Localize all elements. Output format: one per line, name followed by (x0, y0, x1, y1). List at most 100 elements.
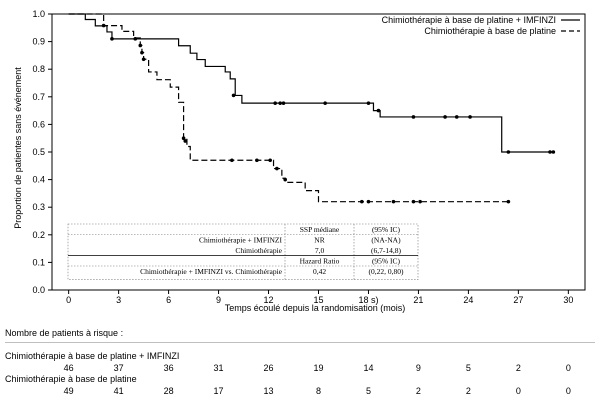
risk-count: 28 (163, 386, 174, 396)
series-line-1 (68, 13, 554, 153)
inset-table-cell: (6,7-14,8) (371, 246, 401, 255)
y-tick-label: 0.3 (32, 202, 45, 212)
risk-table-divider (5, 342, 595, 343)
y-tick-label: 0.9 (32, 37, 45, 47)
risk-count: 9 (415, 363, 421, 373)
risk-count: 8 (315, 386, 322, 396)
x-tick-label: 6 (166, 295, 171, 305)
x-tick-label: 12 (264, 295, 274, 305)
x-tick-label: 21 (413, 295, 423, 305)
inset-table-box (67, 223, 419, 280)
legend: Chimiothérapie à base de platine + IMFIN… (382, 15, 580, 36)
censor-mark (443, 115, 447, 119)
inset-table-cell: Chimiothérapie + IMFINZI (199, 236, 282, 245)
risk-count: 46 (63, 363, 74, 373)
censor-mark (268, 158, 272, 163)
x-tick-label: 9 (216, 295, 221, 305)
y-tick-label: 0.6 (32, 119, 45, 129)
risk-count: 19 (313, 363, 324, 373)
y-tick-label: 1.0 (32, 9, 45, 19)
censor-mark (506, 150, 511, 154)
censor-mark (181, 136, 186, 140)
inset-table-cell: (95% IC) (372, 225, 401, 234)
inset-table: SSP médiane (95% IC) Chimiothérapie + IMFI… (67, 223, 419, 280)
censor-mark (366, 101, 371, 105)
x-tick-label: 30 (563, 295, 573, 305)
x-axis-label: Temps écoulé depuis la randomisation (mo… (225, 303, 406, 313)
inset-table-cell: (95% IC) (372, 257, 401, 266)
censor-mark (255, 158, 259, 163)
x-axis: 0 3 6 9 12 15 18 s) 21 24 27 30 (66, 290, 573, 305)
censor-mark (275, 166, 279, 171)
censor-mark (411, 115, 416, 119)
x-tick-label: 24 (463, 295, 473, 305)
censor-mark (231, 93, 236, 98)
risk-count: 5 (465, 363, 471, 373)
x-tick-label: 15 (313, 295, 323, 305)
censor-mark (548, 150, 552, 154)
censor-mark (138, 43, 143, 48)
risk-count: 2 (515, 363, 521, 373)
x-tick-label: 27 (513, 295, 523, 305)
censor-mark (110, 37, 114, 41)
y-tick-label: 0.8 (32, 64, 45, 74)
y-tick-label: 0.1 (32, 257, 45, 267)
x-tick-label: 18 s) (358, 295, 378, 305)
series-line-2 (68, 13, 509, 203)
y-tick-label: 0.7 (32, 92, 45, 102)
risk-group-label: Chimiothérapie à base de platine + IMFIN… (5, 351, 180, 361)
censor-mark (281, 101, 286, 105)
km-chart: 0.0 0.1 0.2 0.3 0.4 0.5 0.6 0.7 0.8 0.9 1.0 0 3 6 9 12… (13, 9, 586, 313)
y-tick-label: 0.4 (32, 175, 45, 185)
x-tick-label: 0 (66, 295, 71, 305)
risk-count: 36 (163, 363, 174, 373)
risk-count: 26 (263, 363, 274, 373)
legend-label: Chimiothérapie à base de platine (424, 26, 556, 36)
risk-count: 14 (363, 363, 374, 373)
censor-mark (376, 108, 381, 113)
y-tick-label: 0.0 (32, 285, 45, 295)
censor-mark (283, 177, 287, 182)
risk-count: 0 (515, 386, 521, 396)
risk-table-title: Nombre de patients à risque : (5, 328, 124, 338)
censor-mark (273, 101, 277, 105)
risk-count: 37 (113, 363, 124, 373)
risk-count: 41 (113, 386, 124, 396)
risk-count: 13 (263, 386, 274, 396)
censor-mark (141, 57, 146, 62)
risk-count: 5 (365, 386, 371, 396)
survival-curves (68, 13, 556, 204)
inset-table-cell: (0,22, 0,80) (369, 267, 404, 276)
risk-group-label: Chimiothérapie à base de platine (5, 374, 137, 384)
inset-table-cell: Chimiothérapie (235, 246, 282, 255)
risk-count: 2 (465, 386, 471, 396)
inset-table-cell: 7,0 (315, 246, 325, 255)
censor-mark (551, 150, 556, 154)
censor-mark (140, 50, 144, 55)
censor-mark (418, 199, 422, 204)
risk-count: 17 (213, 386, 224, 396)
inset-table-cell: SSP médiane (300, 225, 340, 234)
y-axis: 0.0 0.1 0.2 0.3 0.4 0.5 0.6 0.7 0.8 0.9 1.0 (32, 9, 52, 295)
inset-table-cell: NR (314, 236, 324, 245)
risk-count: 2 (415, 386, 421, 396)
censor-mark (366, 199, 371, 204)
censor-mark (454, 115, 459, 119)
x-tick-label: 3 (116, 295, 121, 305)
inset-table-cell: Chimiothérapie + IMFINZI vs. Chimiothéra… (140, 267, 283, 276)
censor-mark (391, 199, 396, 204)
censor-mark (323, 101, 327, 105)
legend-label: Chimiothérapie à base de platine + IMFIN… (382, 15, 556, 25)
censor-mark (183, 139, 188, 143)
y-tick-label: 0.5 (32, 147, 45, 157)
inset-table-cell: 0,42 (313, 267, 326, 276)
y-tick-label: 0.2 (32, 230, 45, 240)
censor-mark (468, 115, 472, 119)
censor-mark (230, 158, 234, 163)
risk-count: 31 (213, 363, 224, 373)
risk-count: 49 (63, 386, 74, 396)
y-axis-label: Proportion de patientes sans événement (13, 67, 23, 229)
censor-mark (278, 101, 282, 105)
risk-count: 0 (565, 363, 571, 373)
censor-mark (360, 199, 364, 204)
